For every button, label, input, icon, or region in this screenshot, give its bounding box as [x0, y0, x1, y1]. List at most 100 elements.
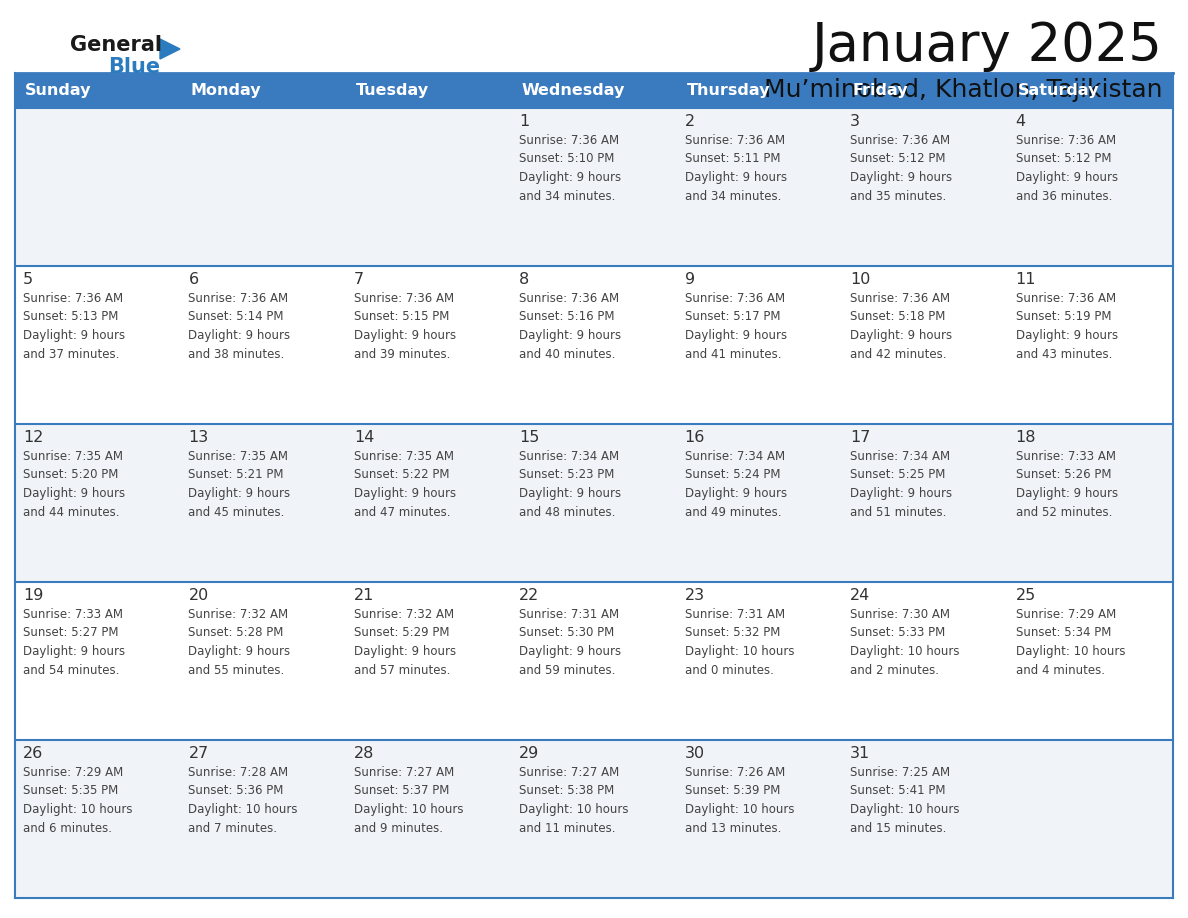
Text: Sunrise: 7:31 AM
Sunset: 5:32 PM
Daylight: 10 hours
and 0 minutes.: Sunrise: 7:31 AM Sunset: 5:32 PM Dayligh… — [684, 608, 795, 677]
Text: 25: 25 — [1016, 588, 1036, 603]
Text: 23: 23 — [684, 588, 704, 603]
Bar — [346, 73, 511, 108]
Text: 13: 13 — [189, 430, 209, 445]
Text: Sunrise: 7:36 AM
Sunset: 5:11 PM
Daylight: 9 hours
and 34 minutes.: Sunrise: 7:36 AM Sunset: 5:11 PM Dayligh… — [684, 134, 786, 203]
Text: Sunrise: 7:25 AM
Sunset: 5:41 PM
Daylight: 10 hours
and 15 minutes.: Sunrise: 7:25 AM Sunset: 5:41 PM Dayligh… — [851, 766, 960, 834]
Text: Wednesday: Wednesday — [522, 83, 625, 98]
Bar — [181, 266, 346, 424]
Text: 8: 8 — [519, 272, 530, 287]
Text: Sunrise: 7:31 AM
Sunset: 5:30 PM
Daylight: 9 hours
and 59 minutes.: Sunrise: 7:31 AM Sunset: 5:30 PM Dayligh… — [519, 608, 621, 677]
Bar — [842, 108, 1007, 266]
Text: 24: 24 — [851, 588, 871, 603]
Text: Sunrise: 7:27 AM
Sunset: 5:38 PM
Daylight: 10 hours
and 11 minutes.: Sunrise: 7:27 AM Sunset: 5:38 PM Dayligh… — [519, 766, 628, 834]
Bar — [511, 740, 677, 898]
Text: Sunrise: 7:30 AM
Sunset: 5:33 PM
Daylight: 10 hours
and 2 minutes.: Sunrise: 7:30 AM Sunset: 5:33 PM Dayligh… — [851, 608, 960, 677]
Text: Sunrise: 7:34 AM
Sunset: 5:24 PM
Daylight: 9 hours
and 49 minutes.: Sunrise: 7:34 AM Sunset: 5:24 PM Dayligh… — [684, 450, 786, 519]
Polygon shape — [160, 39, 181, 59]
Text: 11: 11 — [1016, 272, 1036, 287]
Text: 18: 18 — [1016, 430, 1036, 445]
Text: Sunrise: 7:35 AM
Sunset: 5:21 PM
Daylight: 9 hours
and 45 minutes.: Sunrise: 7:35 AM Sunset: 5:21 PM Dayligh… — [189, 450, 291, 519]
Text: Sunrise: 7:34 AM
Sunset: 5:23 PM
Daylight: 9 hours
and 48 minutes.: Sunrise: 7:34 AM Sunset: 5:23 PM Dayligh… — [519, 450, 621, 519]
Bar — [15, 266, 181, 424]
Text: 17: 17 — [851, 430, 871, 445]
Text: Sunrise: 7:36 AM
Sunset: 5:10 PM
Daylight: 9 hours
and 34 minutes.: Sunrise: 7:36 AM Sunset: 5:10 PM Dayligh… — [519, 134, 621, 203]
Text: 19: 19 — [23, 588, 44, 603]
Bar — [1007, 73, 1173, 108]
Text: Sunrise: 7:33 AM
Sunset: 5:27 PM
Daylight: 9 hours
and 54 minutes.: Sunrise: 7:33 AM Sunset: 5:27 PM Dayligh… — [23, 608, 125, 677]
Bar — [15, 582, 181, 740]
Text: 4: 4 — [1016, 114, 1025, 129]
Text: Thursday: Thursday — [687, 83, 770, 98]
Bar — [15, 73, 181, 108]
Bar — [677, 108, 842, 266]
Text: 27: 27 — [189, 746, 209, 761]
Text: Sunrise: 7:27 AM
Sunset: 5:37 PM
Daylight: 10 hours
and 9 minutes.: Sunrise: 7:27 AM Sunset: 5:37 PM Dayligh… — [354, 766, 463, 834]
Bar — [677, 424, 842, 582]
Text: 1: 1 — [519, 114, 530, 129]
Bar — [842, 266, 1007, 424]
Text: Sunrise: 7:33 AM
Sunset: 5:26 PM
Daylight: 9 hours
and 52 minutes.: Sunrise: 7:33 AM Sunset: 5:26 PM Dayligh… — [1016, 450, 1118, 519]
Bar — [346, 266, 511, 424]
Bar — [842, 582, 1007, 740]
Bar — [346, 740, 511, 898]
Text: Monday: Monday — [190, 83, 261, 98]
Bar — [1007, 266, 1173, 424]
Text: 3: 3 — [851, 114, 860, 129]
Text: Sunrise: 7:36 AM
Sunset: 5:14 PM
Daylight: 9 hours
and 38 minutes.: Sunrise: 7:36 AM Sunset: 5:14 PM Dayligh… — [189, 292, 291, 361]
Bar — [511, 424, 677, 582]
Text: Sunrise: 7:32 AM
Sunset: 5:29 PM
Daylight: 9 hours
and 57 minutes.: Sunrise: 7:32 AM Sunset: 5:29 PM Dayligh… — [354, 608, 456, 677]
Text: Sunrise: 7:29 AM
Sunset: 5:35 PM
Daylight: 10 hours
and 6 minutes.: Sunrise: 7:29 AM Sunset: 5:35 PM Dayligh… — [23, 766, 133, 834]
Bar — [842, 73, 1007, 108]
Text: Sunday: Sunday — [25, 83, 91, 98]
Text: 5: 5 — [23, 272, 33, 287]
Bar — [1007, 424, 1173, 582]
Text: 6: 6 — [189, 272, 198, 287]
Text: Sunrise: 7:26 AM
Sunset: 5:39 PM
Daylight: 10 hours
and 13 minutes.: Sunrise: 7:26 AM Sunset: 5:39 PM Dayligh… — [684, 766, 795, 834]
Bar — [842, 424, 1007, 582]
Bar — [181, 108, 346, 266]
Bar — [181, 582, 346, 740]
Text: 28: 28 — [354, 746, 374, 761]
Text: Sunrise: 7:36 AM
Sunset: 5:13 PM
Daylight: 9 hours
and 37 minutes.: Sunrise: 7:36 AM Sunset: 5:13 PM Dayligh… — [23, 292, 125, 361]
Text: Sunrise: 7:35 AM
Sunset: 5:20 PM
Daylight: 9 hours
and 44 minutes.: Sunrise: 7:35 AM Sunset: 5:20 PM Dayligh… — [23, 450, 125, 519]
Text: Sunrise: 7:34 AM
Sunset: 5:25 PM
Daylight: 9 hours
and 51 minutes.: Sunrise: 7:34 AM Sunset: 5:25 PM Dayligh… — [851, 450, 953, 519]
Text: Sunrise: 7:28 AM
Sunset: 5:36 PM
Daylight: 10 hours
and 7 minutes.: Sunrise: 7:28 AM Sunset: 5:36 PM Dayligh… — [189, 766, 298, 834]
Bar — [346, 582, 511, 740]
Text: 29: 29 — [519, 746, 539, 761]
Text: January 2025: January 2025 — [813, 20, 1163, 72]
Bar — [511, 108, 677, 266]
Bar — [181, 740, 346, 898]
Text: Sunrise: 7:36 AM
Sunset: 5:17 PM
Daylight: 9 hours
and 41 minutes.: Sunrise: 7:36 AM Sunset: 5:17 PM Dayligh… — [684, 292, 786, 361]
Text: 14: 14 — [354, 430, 374, 445]
Text: Sunrise: 7:29 AM
Sunset: 5:34 PM
Daylight: 10 hours
and 4 minutes.: Sunrise: 7:29 AM Sunset: 5:34 PM Dayligh… — [1016, 608, 1125, 677]
Text: Blue: Blue — [108, 57, 160, 77]
Text: Sunrise: 7:36 AM
Sunset: 5:18 PM
Daylight: 9 hours
and 42 minutes.: Sunrise: 7:36 AM Sunset: 5:18 PM Dayligh… — [851, 292, 953, 361]
Bar — [511, 266, 677, 424]
Text: 15: 15 — [519, 430, 539, 445]
Text: 12: 12 — [23, 430, 44, 445]
Text: Saturday: Saturday — [1018, 83, 1099, 98]
Text: Mu’minobod, Khatlon, Tajikistan: Mu’minobod, Khatlon, Tajikistan — [765, 78, 1163, 102]
Bar — [677, 582, 842, 740]
Text: 26: 26 — [23, 746, 43, 761]
Text: 30: 30 — [684, 746, 704, 761]
Bar — [15, 108, 181, 266]
Text: Sunrise: 7:36 AM
Sunset: 5:15 PM
Daylight: 9 hours
and 39 minutes.: Sunrise: 7:36 AM Sunset: 5:15 PM Dayligh… — [354, 292, 456, 361]
Bar — [677, 73, 842, 108]
Text: 22: 22 — [519, 588, 539, 603]
Bar — [677, 740, 842, 898]
Text: 9: 9 — [684, 272, 695, 287]
Text: Friday: Friday — [852, 83, 908, 98]
Text: Sunrise: 7:36 AM
Sunset: 5:12 PM
Daylight: 9 hours
and 35 minutes.: Sunrise: 7:36 AM Sunset: 5:12 PM Dayligh… — [851, 134, 953, 203]
Text: 10: 10 — [851, 272, 871, 287]
Bar — [511, 73, 677, 108]
Bar — [677, 266, 842, 424]
Bar — [511, 582, 677, 740]
Bar — [1007, 582, 1173, 740]
Bar — [346, 108, 511, 266]
Text: Sunrise: 7:32 AM
Sunset: 5:28 PM
Daylight: 9 hours
and 55 minutes.: Sunrise: 7:32 AM Sunset: 5:28 PM Dayligh… — [189, 608, 291, 677]
Text: Sunrise: 7:36 AM
Sunset: 5:12 PM
Daylight: 9 hours
and 36 minutes.: Sunrise: 7:36 AM Sunset: 5:12 PM Dayligh… — [1016, 134, 1118, 203]
Bar — [1007, 740, 1173, 898]
Text: 16: 16 — [684, 430, 706, 445]
Text: Sunrise: 7:35 AM
Sunset: 5:22 PM
Daylight: 9 hours
and 47 minutes.: Sunrise: 7:35 AM Sunset: 5:22 PM Dayligh… — [354, 450, 456, 519]
